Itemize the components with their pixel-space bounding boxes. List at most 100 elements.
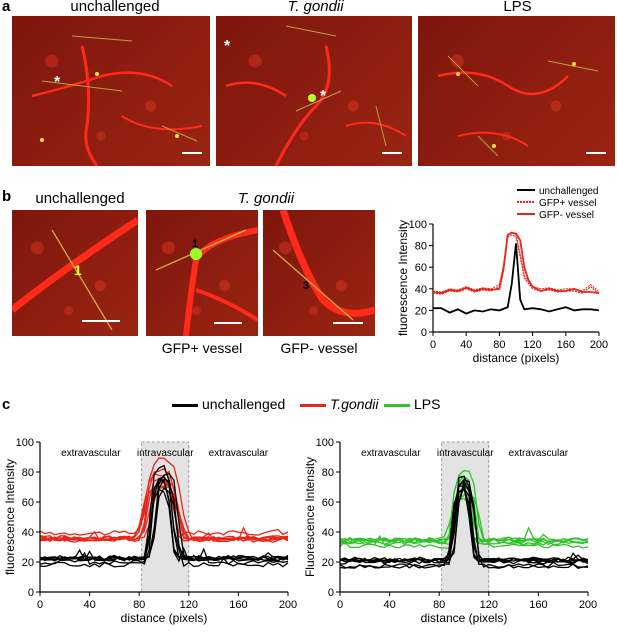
- series-line-unchallenged: [39, 477, 289, 561]
- x-tick-label: 200: [279, 599, 297, 611]
- series-line-gfp-pos-outline: [432, 232, 600, 293]
- x-tick-label: 120: [180, 599, 198, 611]
- chart-panel-c-right: extravascular intravascular extravascular 0…: [303, 437, 597, 625]
- legend-label-unchallenged: unchallenged: [202, 396, 286, 412]
- legend-label: GFP- vessel: [539, 210, 594, 221]
- scale-bar: [82, 320, 120, 322]
- x-axis-label: distance (pixels): [421, 611, 508, 625]
- y-axis-label: fluorescence Intensity: [3, 459, 17, 575]
- series-line-unchallenged: [39, 472, 289, 562]
- zoom-micrograph-unchallenged: 1: [12, 210, 138, 336]
- y-tick-label: 40: [22, 527, 34, 539]
- y-tick-label: 0: [328, 587, 334, 599]
- y-tick-label: 100: [16, 437, 34, 449]
- x-tick-label: 40: [83, 599, 95, 611]
- zoom-micrograph-gfp-neg: 3: [263, 210, 375, 336]
- micrograph-tgondii: * *: [216, 16, 412, 166]
- caption-gfp-neg: GFP- vessel: [280, 340, 358, 356]
- micrograph-lps: [418, 16, 615, 166]
- x-tick-label: 80: [133, 599, 145, 611]
- scale-bar: [214, 322, 242, 324]
- y-tick-label: 100: [316, 437, 334, 449]
- intravascular-band: [441, 441, 490, 593]
- legend-swatch-lps: [384, 404, 410, 407]
- region-label: extravascular: [509, 448, 569, 459]
- y-tick-label: 80: [22, 467, 34, 479]
- y-tick-label: 40: [415, 284, 427, 296]
- vessel-marker: 1: [74, 262, 82, 278]
- panel-c-legend: unchallenged T.gondii LPS: [172, 396, 450, 414]
- scale-bar: [333, 322, 363, 324]
- scale-bar: [586, 152, 606, 154]
- x-tick-label: 40: [383, 599, 395, 611]
- scale-bar: [382, 152, 402, 154]
- legend-swatch-tgondii: [300, 404, 326, 407]
- legend-label: unchallenged: [539, 186, 599, 197]
- region-label: extravascular: [209, 448, 269, 459]
- series-line-unchallenged: [39, 476, 289, 568]
- vessel-marker-3: 3: [303, 280, 310, 292]
- y-tick-label: 20: [415, 305, 427, 317]
- panel-a-label-tgondii: T. gondii: [287, 0, 344, 15]
- x-tick-label: 0: [337, 599, 343, 611]
- region-label: intravascular: [137, 448, 194, 459]
- caption-gfp-pos: GFP+ vessel: [161, 340, 243, 356]
- y-tick-label: 60: [322, 497, 334, 509]
- y-tick-label: 20: [22, 557, 34, 569]
- x-tick-label: 160: [557, 339, 575, 351]
- x-tick-label: 160: [229, 599, 247, 611]
- scale-bar: [182, 152, 202, 154]
- chart-panel-b: 0 20 40 60 80 100 0 40 80 120 160 200 distance (pixe…: [396, 186, 608, 365]
- star-marker: *: [54, 74, 61, 91]
- series-line-t-gondii: [39, 457, 289, 543]
- panel-a-label-lps: LPS: [503, 0, 532, 15]
- panel-b-label-unchallenged: unchallenged: [35, 190, 125, 207]
- y-tick-label: 40: [322, 527, 334, 539]
- x-axis-label: distance (pixels): [473, 351, 560, 365]
- x-tick-label: 160: [529, 599, 547, 611]
- series-line-unchallenged: [39, 464, 289, 561]
- x-tick-label: 80: [433, 599, 445, 611]
- y-tick-label: 60: [415, 262, 427, 274]
- panel-c-letter: c: [2, 396, 11, 413]
- y-tick-label: 0: [28, 587, 34, 599]
- legend-label-tgondii: T.gondii: [330, 396, 379, 412]
- y-tick-label: 60: [22, 497, 34, 509]
- y-tick-label: 80: [322, 467, 334, 479]
- micrograph-unchallenged: *: [12, 16, 210, 166]
- legend-label-lps: LPS: [414, 396, 441, 412]
- star-marker: *: [224, 38, 231, 55]
- x-tick-label: 200: [579, 599, 597, 611]
- series-line-gfp--vessel: [432, 231, 600, 295]
- y-axis-label: Fluorescence Intensity: [303, 457, 317, 577]
- x-tick-label: 0: [37, 599, 43, 611]
- y-tick-label: 0: [421, 327, 427, 339]
- x-tick-label: 80: [493, 339, 505, 351]
- vessel-marker-1: 1: [192, 238, 199, 250]
- series-line-unchallenged: [433, 243, 600, 315]
- region-label: intravascular: [437, 448, 494, 459]
- y-tick-label: 100: [409, 219, 427, 231]
- panel-a-label-unchallenged: unchallenged: [70, 0, 160, 15]
- panel-b-letter: b: [2, 188, 12, 205]
- x-tick-label: 40: [460, 339, 472, 351]
- y-axis-label: fluorescence Intensity: [396, 220, 410, 336]
- legend-label: GFP+ vessel: [539, 198, 597, 209]
- panel-b-label-tgondii: T. gondii: [237, 190, 295, 207]
- zoom-micrograph-gfp-pos: 1: [146, 210, 258, 336]
- series-line-unchallenged: [339, 482, 589, 564]
- chart-panel-c-left: extravascular intravascular extravascular 0…: [3, 437, 297, 625]
- y-tick-label: 20: [322, 557, 334, 569]
- x-axis-label: distance (pixels): [121, 611, 208, 625]
- x-tick-label: 120: [480, 599, 498, 611]
- y-tick-label: 80: [415, 241, 427, 253]
- region-label: extravascular: [361, 448, 421, 459]
- x-tick-label: 120: [523, 339, 541, 351]
- legend-swatch-unchallenged: [172, 404, 198, 407]
- series-line-gfp--vessel: [432, 234, 600, 295]
- panel-a-letter: a: [2, 0, 11, 15]
- x-tick-label: 0: [430, 339, 436, 351]
- region-label: extravascular: [61, 448, 121, 459]
- series-line-t-gondii: [39, 486, 289, 541]
- series-line-unchallenged: [339, 478, 589, 569]
